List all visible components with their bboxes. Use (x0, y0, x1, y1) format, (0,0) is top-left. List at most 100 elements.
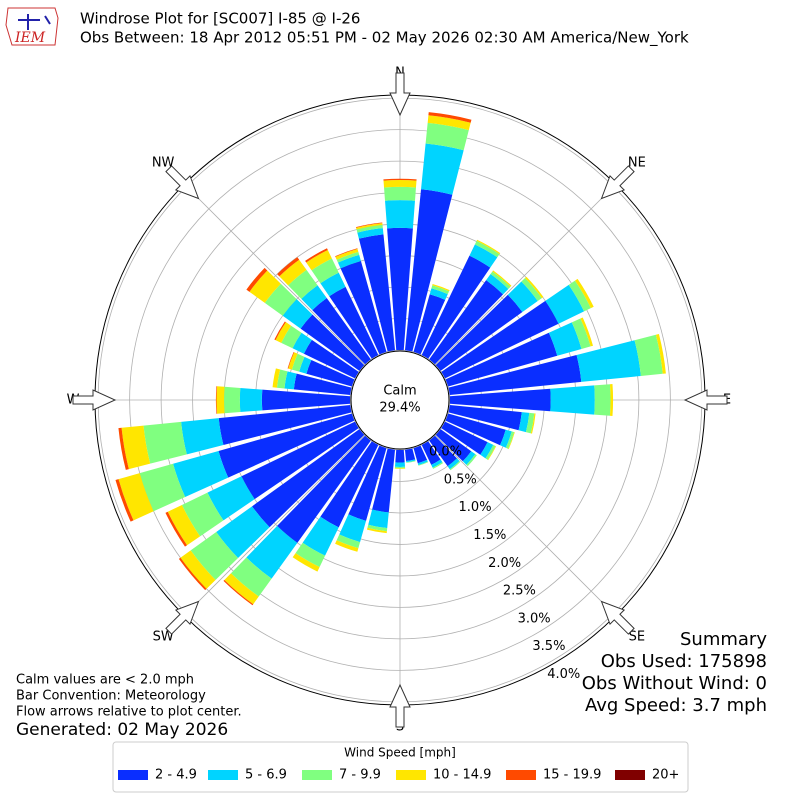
bar-segment (474, 240, 500, 258)
bar-segment (525, 276, 544, 299)
bar-segment (507, 281, 538, 313)
bar-segment (143, 421, 187, 464)
logo: IEM (5, 7, 59, 46)
bar-segment (223, 579, 254, 606)
bar-segment (291, 353, 305, 372)
bar-segment (165, 511, 188, 547)
bar-segment (571, 318, 591, 349)
bar-segment (340, 260, 387, 355)
bar-segment (525, 412, 535, 434)
bar-segment (299, 356, 312, 374)
bar-segment (306, 249, 332, 271)
compass-label: SW (153, 629, 174, 644)
r-tick-label: 2.0% (488, 556, 521, 571)
bar-segment (394, 468, 406, 469)
chart-title: Windrose Plot for [SC007] I-85 @ I-26 (80, 10, 360, 28)
bar-segment (293, 373, 352, 396)
note: Flow arrows relative to plot center. (16, 705, 242, 720)
summary-line: Summary (680, 629, 767, 650)
bar-segment (173, 451, 229, 498)
r-tick-label: 0.0% (429, 445, 462, 460)
r-tick-label: 4.0% (547, 667, 580, 682)
bar-segment (300, 314, 365, 371)
bar-segment (435, 429, 472, 462)
bar-segment (288, 352, 298, 370)
legend-label: 10 - 14.9 (433, 768, 491, 783)
bar-segment (505, 431, 515, 449)
compass-label: NE (628, 156, 646, 171)
bar-segment (284, 371, 297, 390)
flow-arrow (165, 165, 200, 200)
bar-segment (429, 280, 504, 365)
bar-segment (394, 462, 406, 467)
bar-segment (417, 459, 428, 466)
bar-segment (609, 384, 614, 416)
bar-segment (508, 432, 515, 450)
flow-arrow-shape (600, 165, 635, 200)
bar-segment (216, 506, 270, 559)
bar-segment (568, 280, 591, 312)
bar-segment (339, 514, 367, 543)
bar-segment (287, 351, 295, 369)
legend-label: 5 - 6.9 (245, 768, 287, 783)
bar-segment (215, 386, 218, 414)
bar-segment (372, 448, 396, 513)
flow-arrow-shape (165, 165, 200, 200)
flow-arrow-shape (683, 389, 728, 411)
bar-segment (356, 224, 383, 233)
flow-arrow-shape (389, 72, 411, 117)
bar-segment (311, 258, 339, 284)
radial-line (184, 184, 401, 401)
flow-arrow (600, 600, 635, 635)
bar-segment (418, 461, 429, 466)
bar-segment (335, 540, 359, 552)
r-tick-label: 3.5% (532, 639, 565, 654)
r-tick-label: 3.0% (518, 611, 551, 626)
compass-label: SE (629, 629, 645, 644)
bar-segment (487, 445, 497, 461)
bar-segment (303, 339, 359, 379)
bar-segment (216, 386, 225, 414)
bar-segment (281, 325, 302, 349)
bar-segment (518, 412, 530, 433)
bar-segment (121, 425, 151, 470)
bar-segment (445, 413, 506, 446)
bar-segment (118, 427, 129, 470)
bar-segment (580, 317, 594, 347)
bar-segment (574, 278, 594, 309)
bar-segment (413, 294, 446, 355)
bar-segment (218, 404, 352, 446)
bar-segment (448, 354, 582, 396)
bar-segment (431, 459, 443, 468)
bar-segment (387, 227, 413, 351)
compass-label: NW (152, 156, 175, 171)
bar-segment (230, 557, 272, 597)
bar-segment (490, 271, 511, 289)
bar-segment (480, 442, 494, 459)
bar-segment (335, 248, 358, 257)
bar-segment (337, 254, 361, 269)
bar-segment (462, 451, 476, 465)
bar-segment (395, 449, 405, 463)
bar-segment (279, 259, 307, 286)
bar-segment (252, 429, 365, 528)
bar-segment (288, 269, 318, 299)
bar-segment (320, 441, 379, 528)
r-tick-label: 1.0% (459, 500, 492, 515)
legend-label: 20+ (652, 768, 679, 783)
bar-segment (118, 473, 154, 521)
bar-segment (224, 386, 241, 414)
r-tick-label: 2.5% (503, 584, 536, 599)
summary-line: Obs Without Wind: 0 (582, 673, 767, 694)
bar-segment (432, 462, 444, 469)
bar-segment (224, 573, 259, 605)
bar-segment (550, 385, 595, 415)
bar-segment (448, 404, 522, 431)
legend-swatch (118, 770, 148, 780)
bar-segment (486, 274, 509, 295)
bar-segment (367, 524, 388, 532)
flow-arrow (72, 389, 117, 411)
bar-segment (406, 460, 416, 463)
bar-segment (634, 334, 663, 376)
logo-text: IEM (14, 30, 46, 46)
